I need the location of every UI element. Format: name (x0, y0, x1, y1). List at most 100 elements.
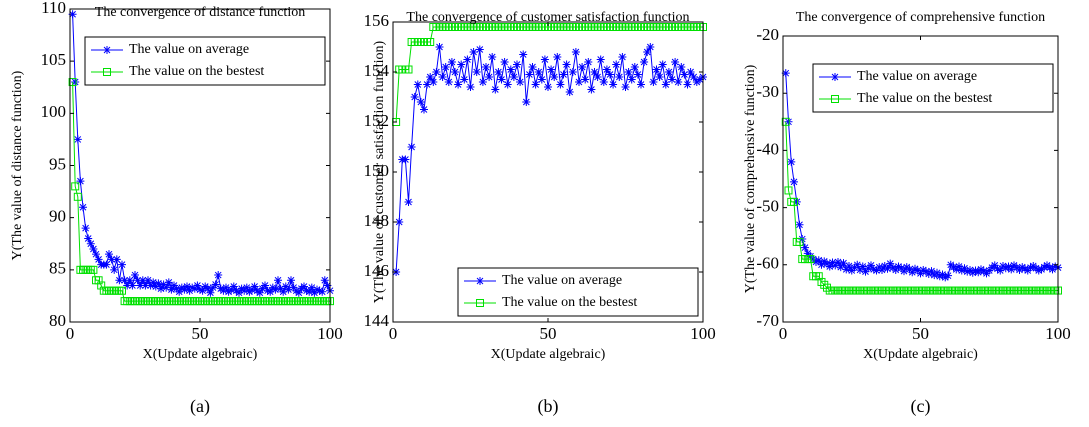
y-axis-label: Y(The value of comprehensive function) (743, 64, 758, 293)
y-tick-label: -70 (756, 311, 779, 330)
star-marker (624, 68, 633, 76)
x-tick-label: 0 (779, 324, 788, 343)
star-marker (509, 73, 518, 81)
x-axis-label: X(Update algebraic) (143, 347, 258, 362)
y-tick-label: 110 (41, 0, 66, 17)
star-marker (935, 272, 944, 281)
star-marker (144, 276, 152, 285)
star-marker (674, 78, 683, 86)
star-marker (175, 287, 184, 296)
square-marker (823, 283, 831, 292)
star-marker (562, 60, 571, 69)
legend-label: The value on average (129, 42, 249, 57)
star-marker (801, 243, 809, 252)
star-marker (963, 267, 972, 276)
star-marker (222, 283, 230, 292)
star-marker (593, 73, 602, 81)
star-marker (606, 70, 614, 79)
star-marker (435, 43, 444, 51)
star-marker (596, 55, 605, 64)
star-marker (488, 53, 497, 61)
star-marker (911, 264, 919, 273)
star-marker (81, 224, 90, 233)
star-marker (831, 73, 839, 81)
star-marker (1026, 263, 1035, 272)
star-marker (407, 143, 416, 151)
star-marker (183, 282, 191, 291)
star-marker (867, 261, 875, 270)
star-marker (996, 266, 1005, 275)
star-marker (125, 276, 134, 285)
star-marker (575, 78, 583, 86)
y-tick-label: 144 (364, 311, 390, 330)
star-marker (261, 281, 269, 290)
square-marker (68, 78, 77, 87)
star-marker (263, 286, 272, 295)
star-marker (136, 281, 145, 290)
star-marker (138, 276, 147, 285)
star-marker (919, 265, 928, 274)
square-marker (118, 286, 126, 295)
star-marker (149, 278, 158, 287)
y-axis-label: Y(The value of distance function) (10, 70, 25, 260)
star-marker (315, 286, 324, 295)
star-marker (432, 68, 441, 76)
star-marker (528, 63, 537, 71)
star-marker (531, 80, 540, 89)
star-marker (105, 250, 113, 259)
star-marker (792, 197, 801, 206)
star-marker (630, 63, 639, 71)
square-marker (89, 265, 98, 274)
star-marker (971, 266, 980, 275)
star-marker (193, 281, 202, 290)
x-tick-label: 50 (192, 324, 209, 343)
legend-label: The value on the bestest (857, 91, 992, 106)
star-marker (120, 276, 129, 285)
star-marker (683, 80, 692, 89)
star-marker (590, 68, 599, 76)
x-tick-label: 0 (389, 324, 398, 343)
star-marker (196, 285, 204, 294)
star-marker (990, 261, 999, 270)
star-marker (686, 68, 695, 76)
star-marker (118, 260, 126, 269)
star-marker (476, 277, 484, 285)
star-marker (627, 75, 636, 84)
star-marker (908, 268, 917, 277)
legend-box (457, 267, 699, 317)
star-marker (1001, 264, 1010, 273)
star-marker (318, 287, 327, 296)
star-marker (500, 58, 509, 66)
y-tick-label: 154 (364, 61, 390, 80)
star-marker (834, 257, 842, 266)
square-marker (795, 237, 804, 246)
star-marker (553, 53, 562, 61)
star-marker (447, 58, 456, 66)
star-marker (73, 135, 82, 144)
square-marker (814, 272, 823, 281)
caption: (a) (190, 396, 210, 417)
star-marker (203, 284, 212, 293)
star-marker (858, 262, 867, 271)
star-marker (581, 75, 590, 84)
star-marker (128, 281, 137, 290)
star-marker (86, 239, 95, 248)
star-marker (441, 63, 450, 71)
star-marker (556, 80, 565, 89)
y-axis-label: Y(The value of customer satisfaction fun… (372, 40, 387, 303)
star-marker (133, 276, 142, 285)
y-tick-label: 105 (41, 50, 67, 69)
star-marker (671, 58, 680, 66)
star-marker (302, 286, 311, 295)
star-marker (451, 68, 459, 76)
star-marker (599, 78, 608, 86)
star-marker (609, 80, 618, 89)
star-marker (540, 55, 549, 64)
star-marker (84, 234, 93, 243)
star-marker (494, 68, 503, 76)
series-line (785, 121, 1058, 292)
legend-label: The value on average (502, 273, 622, 288)
star-marker (320, 276, 329, 285)
star-marker (646, 43, 655, 51)
